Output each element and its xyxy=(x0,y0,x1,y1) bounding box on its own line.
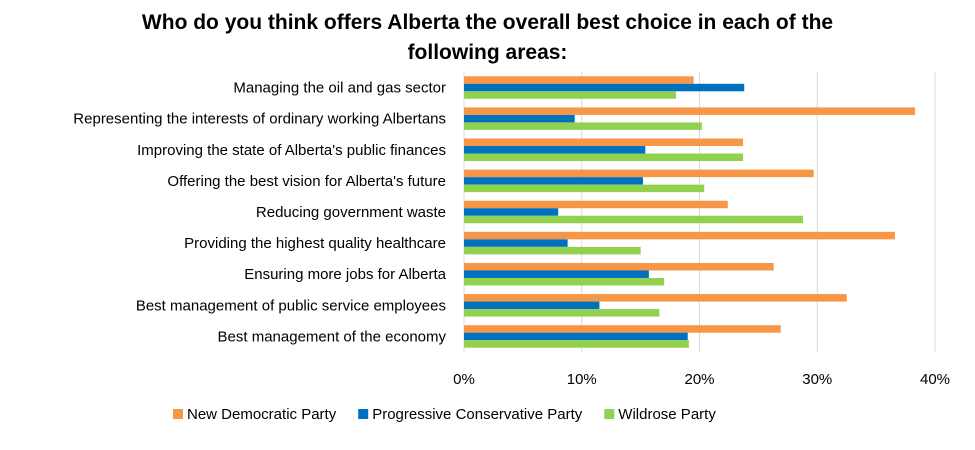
bar xyxy=(464,332,688,341)
bar xyxy=(464,270,649,278)
legend-label: Progressive Conservative Party xyxy=(372,406,583,423)
category-label: Representing the interests of ordinary w… xyxy=(73,111,446,128)
bar xyxy=(464,309,660,317)
chart-title-line-2: following areas: xyxy=(407,41,568,64)
bar xyxy=(464,262,774,271)
x-tick-label: 30% xyxy=(802,371,832,388)
bar xyxy=(464,246,641,255)
legend-label: New Democratic Party xyxy=(187,406,337,423)
bar xyxy=(464,138,744,147)
bar xyxy=(464,277,665,286)
bar xyxy=(464,83,745,92)
x-tick-label: 20% xyxy=(684,371,714,388)
legend-label: Wildrose Party xyxy=(618,406,716,423)
bar xyxy=(464,184,705,193)
bar xyxy=(464,200,728,209)
bar xyxy=(464,107,915,115)
category-label: Best management of the economy xyxy=(218,328,447,345)
category-label: Ensuring more jobs for Alberta xyxy=(244,266,446,283)
legend-swatch xyxy=(173,409,183,419)
category-label: Reducing government waste xyxy=(256,204,446,221)
bar xyxy=(464,301,600,310)
bar xyxy=(464,208,559,216)
bar xyxy=(464,91,676,99)
x-tick-label: 10% xyxy=(567,371,597,388)
category-label: Offering the best vision for Alberta's f… xyxy=(167,173,446,190)
x-tick-label: 0% xyxy=(453,371,475,388)
bar xyxy=(464,146,646,154)
bar xyxy=(464,239,568,247)
legend-swatch xyxy=(604,409,615,419)
chart-title: Who do you think offers Alberta the over… xyxy=(0,8,975,68)
bar xyxy=(464,231,895,240)
legend-swatch xyxy=(358,409,369,419)
bar xyxy=(464,215,804,224)
chart-title-line-1: Who do you think offers Alberta the over… xyxy=(141,11,834,34)
category-label: Improving the state of Alberta's public … xyxy=(137,142,446,159)
bar xyxy=(464,177,643,185)
category-label: Best management of public service employ… xyxy=(136,297,446,314)
bar xyxy=(464,294,847,302)
category-label: Managing the oil and gas sector xyxy=(233,80,446,97)
bar xyxy=(464,169,814,178)
category-label: Providing the highest quality healthcare xyxy=(184,235,446,252)
bar xyxy=(464,114,575,123)
bar xyxy=(464,153,744,162)
x-tick-label: 40% xyxy=(920,371,950,388)
bar xyxy=(464,340,689,348)
bar xyxy=(464,122,702,130)
bar xyxy=(464,76,694,84)
bar xyxy=(464,325,781,333)
